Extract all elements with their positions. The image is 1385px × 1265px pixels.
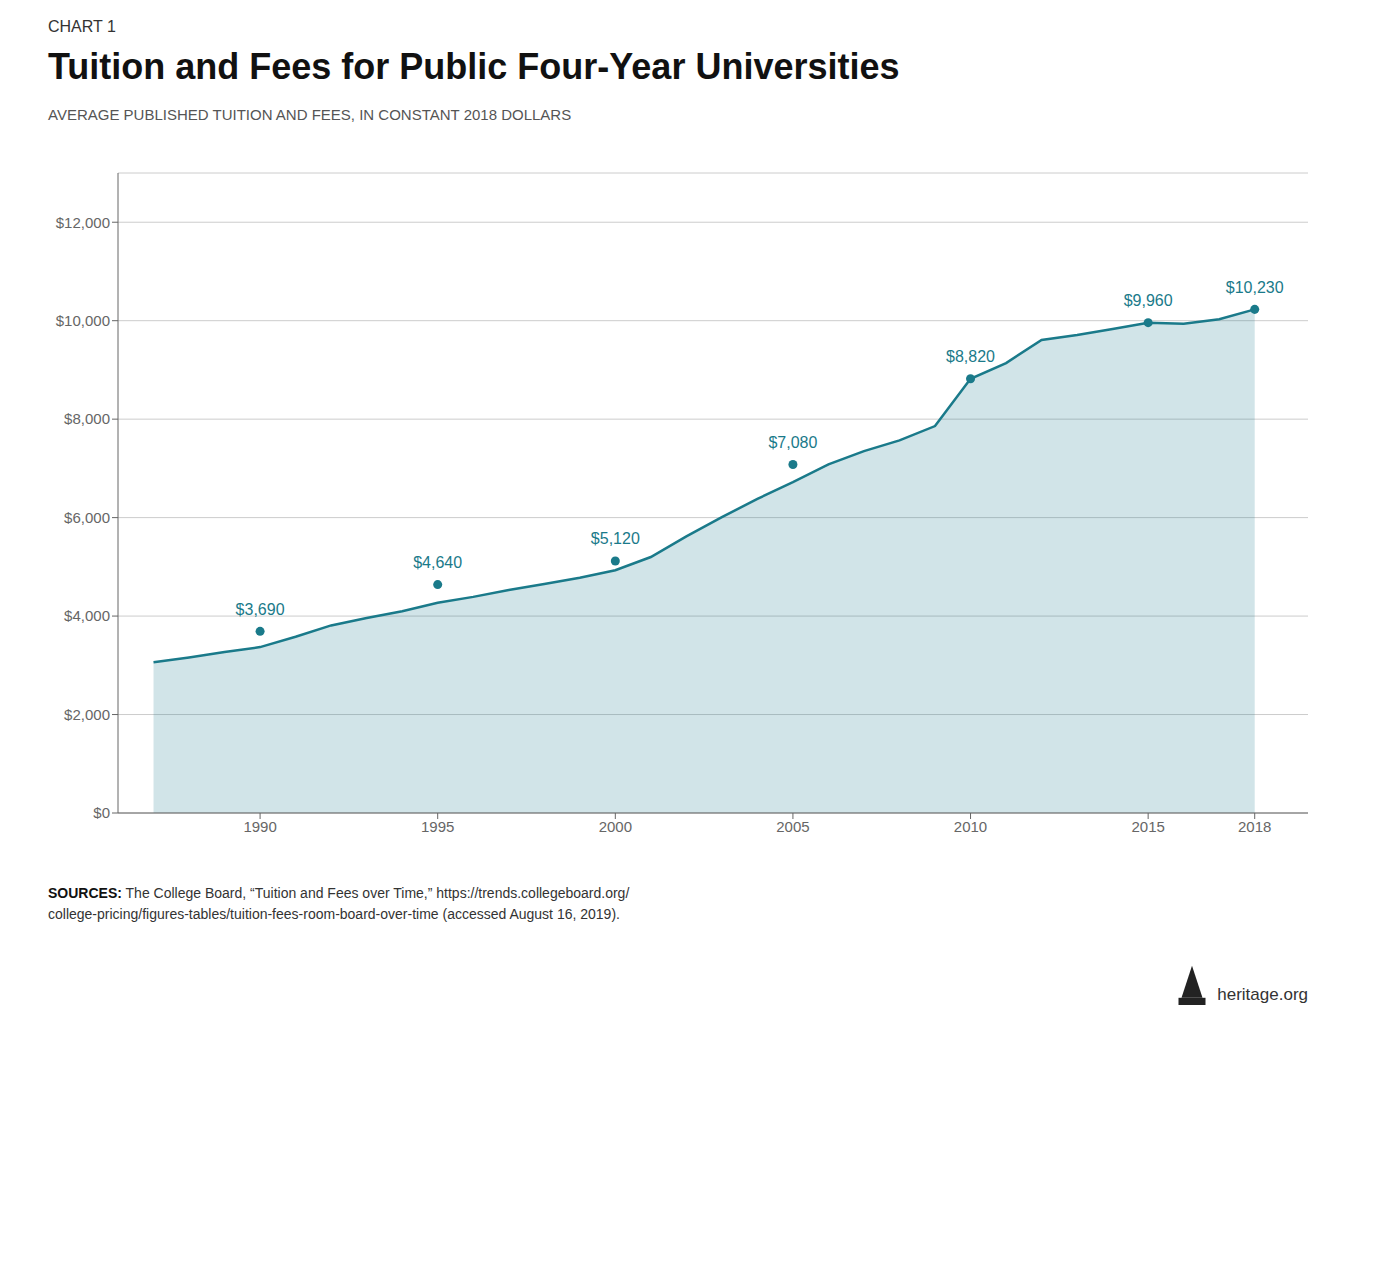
svg-text:$6,000: $6,000 — [64, 509, 110, 526]
svg-text:$5,120: $5,120 — [591, 530, 640, 547]
svg-text:$8,000: $8,000 — [64, 410, 110, 427]
svg-text:1995: 1995 — [421, 818, 454, 835]
svg-text:$0: $0 — [93, 804, 110, 821]
svg-text:2018: 2018 — [1238, 818, 1271, 835]
html-text:AVERAGE PUBLISHED TUITION AND: AVERAGE PUBLISHED TUITION AND FEES, IN C… — [48, 106, 572, 123]
svg-text:$9,960: $9,960 — [1124, 292, 1173, 309]
svg-text:2010: 2010 — [954, 818, 987, 835]
html-text:SOURCES: The College Board, “T: SOURCES: The College Board, “Tuition and… — [48, 885, 630, 922]
svg-text:$4,640: $4,640 — [413, 554, 462, 571]
svg-text:$10,230: $10,230 — [1226, 279, 1284, 296]
svg-text:2015: 2015 — [1131, 818, 1164, 835]
svg-text:2005: 2005 — [776, 818, 809, 835]
svg-text:$4,000: $4,000 — [64, 607, 110, 624]
html-text:Tuition and Fees for Public Fo: Tuition and Fees for Public Four-Year Un… — [48, 46, 900, 87]
html-text:CHART 1: CHART 1 — [48, 18, 116, 35]
svg-text:$8,820: $8,820 — [946, 348, 995, 365]
svg-text:$7,080: $7,080 — [768, 434, 817, 451]
svg-text:$3,690: $3,690 — [236, 601, 285, 618]
html-text:heritage.org: heritage.org — [1217, 985, 1308, 1004]
svg-text:2000: 2000 — [599, 818, 632, 835]
svg-text:$2,000: $2,000 — [64, 706, 110, 723]
svg-text:$10,000: $10,000 — [56, 312, 110, 329]
svg-text:$12,000: $12,000 — [56, 214, 110, 231]
svg-text:1990: 1990 — [243, 818, 276, 835]
